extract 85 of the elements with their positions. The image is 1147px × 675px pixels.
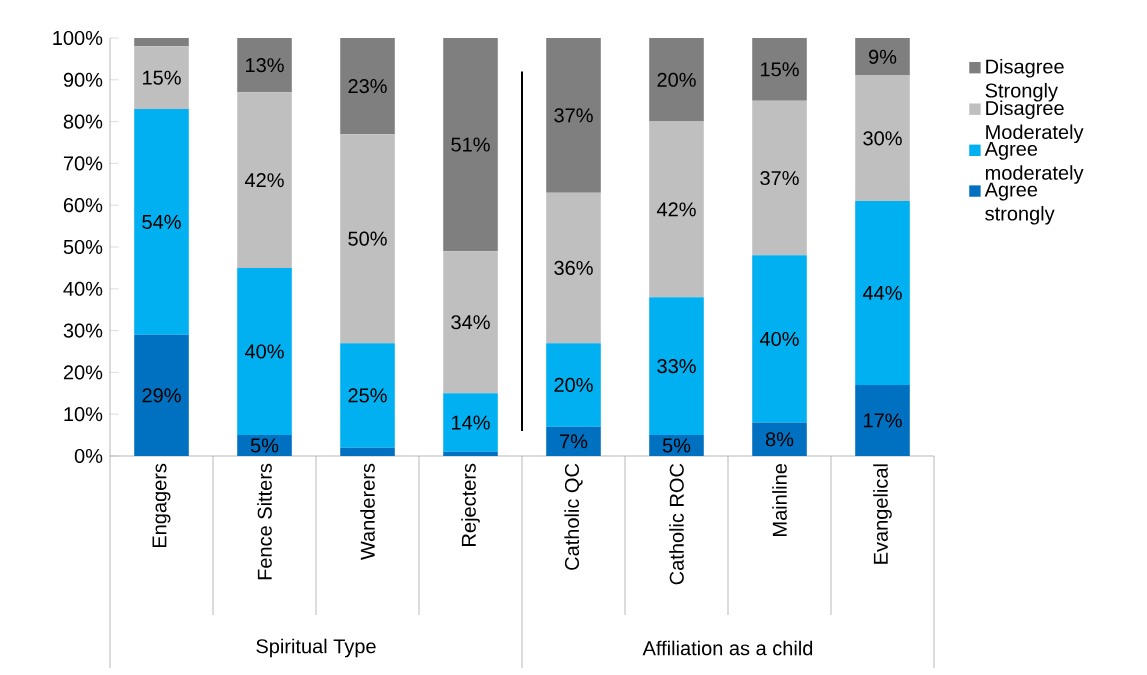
legend-label: Agree strongly [984,182,1055,225]
data-label: 30% [863,131,902,146]
bar [443,393,498,452]
legend-label: Disagree Strongly [985,58,1064,102]
y-tick-label: 100% [53,30,103,46]
data-label: 42% [656,202,696,217]
bar [134,334,189,456]
data-label: 14% [452,415,490,430]
y-tick-label: 50% [63,239,103,255]
data-label: 42% [244,173,284,188]
bar [134,37,189,47]
x-tick-label: Wanderers [360,463,375,561]
bar [546,426,601,456]
bar [752,100,807,256]
bar [237,267,292,436]
x-tick-label: Mainline [772,463,787,536]
bar [443,37,498,252]
data-label: 20% [657,72,696,87]
x-tick-label: Evangelical [873,464,892,564]
data-label: 51% [451,137,490,152]
data-label: 13% [246,58,284,73]
y-tick-label: 20% [63,365,103,380]
bar [340,343,395,448]
bar [340,37,395,135]
data-label: 9% [868,49,897,64]
bar [237,37,292,93]
y-tick-label: 80% [63,114,103,129]
bar [134,46,189,110]
bar [649,435,704,456]
y-tick-label: 40% [63,281,103,296]
data-label: 7% [560,434,588,449]
text: Affiliation as a child [642,640,813,656]
text: Spiritual Type [256,638,376,658]
y-tick-label: 10% [64,407,103,422]
data-label: 20% [554,377,593,392]
bar [752,37,807,101]
y-tick-label: 0% [74,448,103,464]
x-tick-label: Engagers [152,463,171,548]
data-label: 15% [761,62,799,77]
bar [546,343,601,427]
data-label: 40% [759,331,799,347]
data-label: 23% [348,78,387,94]
data-label: 36% [554,260,593,275]
bar [443,451,498,456]
data-label: 5% [662,438,691,453]
bar [649,297,704,436]
y-tick-label: 90% [63,72,103,87]
bar [340,134,395,344]
data-label: 8% [765,432,794,447]
data-label: 37% [760,170,799,186]
data-label: 17% [864,413,902,428]
bar [546,37,601,193]
bar [237,435,292,456]
bar [649,37,704,122]
bar [855,75,910,202]
x-tick-label: Catholic QC [564,463,583,570]
data-label: 15% [143,70,181,85]
bar [237,92,292,268]
bar [855,37,910,76]
data-label: 5% [250,438,279,453]
y-tick-label: 70% [63,156,103,171]
data-label: 25% [348,388,387,403]
data-label: 33% [657,359,696,374]
x-tick-label: Catholic ROC [669,463,684,585]
y-tick-label: 30% [63,323,103,338]
bar [752,255,807,423]
y-tick-label: 60% [63,198,103,213]
bar [134,109,189,335]
x-tick-label: Rejecters [461,463,480,546]
data-label: 40% [244,344,284,359]
bar [340,447,395,456]
legend-label: Disagree Moderately [986,100,1084,144]
x-tick-label: Fence Sitters [257,463,272,580]
bar [855,384,910,456]
data-label: 54% [142,214,181,229]
data-label: 34% [451,315,490,330]
data-label: 29% [142,388,181,403]
bar [855,201,910,385]
data-label: 50% [348,231,387,246]
bar [649,121,704,298]
bar [752,422,807,456]
bar [546,192,601,344]
bar [443,251,498,394]
data-label: 37% [554,108,593,123]
data-label: 44% [862,285,902,300]
